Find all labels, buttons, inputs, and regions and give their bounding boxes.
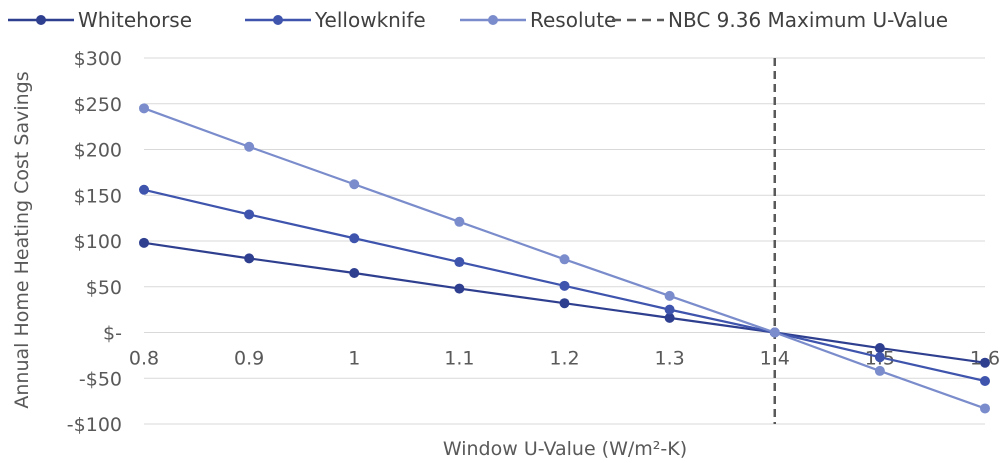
y-axis-ticks: $300 $250 $200 $150 $100 $50 $- -$50 -$100: [67, 48, 122, 436]
data-point: [349, 179, 360, 190]
data-point: [980, 403, 990, 414]
y-tick-label: $50: [86, 277, 122, 299]
y-tick-label: -$100: [67, 414, 122, 436]
data-point: [874, 352, 885, 363]
data-point: [454, 216, 465, 227]
data-point: [244, 209, 255, 220]
y-tick-label: $200: [74, 140, 122, 162]
y-tick-label: $150: [74, 185, 122, 207]
data-point: [454, 283, 465, 294]
data-point: [139, 184, 149, 195]
data-point: [664, 312, 675, 323]
legend-marker: [273, 15, 283, 25]
legend-marker: [36, 15, 46, 25]
legend-label: Yellowknife: [314, 8, 426, 32]
data-point: [139, 103, 149, 114]
legend: Whitehorse Yellowknife Resolute NBC 9.36 Ma…: [8, 8, 948, 32]
data-point: [349, 233, 360, 244]
x-axis-ticks: 0.80.911.11.21.31.41.51.6: [129, 348, 1000, 370]
legend-item: Resolute: [460, 8, 616, 32]
legend-label: Whitehorse: [78, 8, 192, 32]
legend-label: NBC 9.36 Maximum U-Value: [668, 8, 948, 32]
y-tick-label: $300: [74, 48, 122, 70]
x-axis-title: Window U-Value (W/m²-K): [443, 438, 687, 460]
legend-label: Resolute: [530, 8, 616, 32]
y-tick-label: $250: [74, 94, 122, 116]
y-axis-title: Annual Home Heating Cost Savings: [11, 71, 33, 408]
data-point: [559, 298, 570, 309]
data-point: [769, 327, 780, 338]
data-point: [664, 290, 675, 301]
data-point: [349, 268, 360, 279]
data-point: [454, 257, 465, 268]
data-point: [980, 375, 990, 386]
legend-item: Yellowknife: [245, 8, 426, 32]
data-point: [139, 237, 149, 248]
data-point: [874, 343, 885, 354]
x-tick-label: 1.1: [444, 348, 474, 370]
data-point: [664, 304, 675, 315]
series-lines: [139, 103, 990, 414]
data-point: [559, 280, 570, 291]
x-tick-label: 1.2: [549, 348, 579, 370]
x-tick-label: 0.8: [129, 348, 159, 370]
legend-item: NBC 9.36 Maximum U-Value: [612, 8, 948, 32]
y-tick-label: -$50: [79, 368, 122, 390]
data-point: [980, 357, 990, 368]
data-point: [874, 365, 885, 376]
data-point: [244, 253, 255, 264]
legend-marker: [488, 15, 498, 25]
data-point: [244, 141, 255, 152]
y-tick-label: $100: [74, 231, 122, 253]
legend-item: Whitehorse: [8, 8, 192, 32]
x-tick-label: 1: [348, 348, 360, 370]
x-tick-label: 1.3: [655, 348, 685, 370]
y-tick-label: $-: [103, 323, 122, 345]
x-tick-label: 0.9: [234, 348, 264, 370]
data-point: [559, 254, 570, 265]
